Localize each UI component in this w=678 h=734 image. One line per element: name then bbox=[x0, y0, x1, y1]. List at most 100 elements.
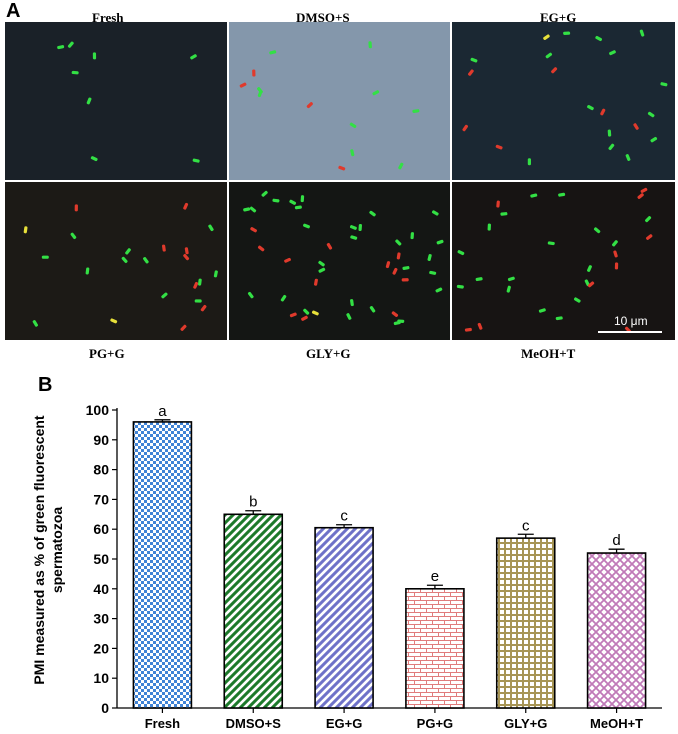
red-sperm-cell bbox=[314, 278, 318, 286]
green-sperm-cell bbox=[86, 97, 92, 105]
panel-title-eg-g: EG+G bbox=[540, 10, 577, 25]
panel-title-fresh: Fresh bbox=[92, 10, 124, 25]
green-sperm-cell bbox=[431, 210, 439, 216]
green-sperm-cell bbox=[269, 50, 277, 55]
green-sperm-cell bbox=[587, 105, 594, 111]
micrograph-dmso-s bbox=[229, 22, 450, 180]
significance-letter: c bbox=[522, 517, 530, 534]
red-sperm-cell bbox=[250, 227, 257, 233]
significance-letter: b bbox=[249, 494, 257, 511]
bar-chart: 0 10 20 30 40 50 60 70 80 90 100 PMI measured as % … bbox=[0, 380, 678, 731]
green-sperm-cell bbox=[247, 291, 254, 299]
green-sperm-cell bbox=[249, 206, 257, 213]
green-sperm-cell bbox=[194, 299, 202, 303]
red-sperm-cell bbox=[252, 69, 256, 77]
panel-b-letter: B bbox=[38, 374, 53, 396]
green-sperm-cell bbox=[660, 82, 668, 87]
green-sperm-cell bbox=[318, 267, 326, 273]
red-sperm-cell bbox=[637, 193, 644, 199]
red-sperm-cell bbox=[495, 144, 503, 150]
green-sperm-cell bbox=[625, 154, 631, 161]
y-tick-label: 40 bbox=[93, 581, 109, 597]
green-sperm-cell bbox=[639, 29, 645, 37]
y-tick-label: 50 bbox=[93, 551, 109, 567]
green-sperm-cell bbox=[563, 31, 571, 35]
green-sperm-cell bbox=[92, 52, 97, 60]
yellow-sperm-cell bbox=[311, 310, 319, 316]
red-sperm-cell bbox=[306, 102, 313, 109]
micrograph-background bbox=[229, 182, 450, 340]
bar-pg-g bbox=[405, 588, 465, 709]
green-sperm-cell bbox=[303, 223, 310, 229]
green-sperm-cell bbox=[57, 45, 65, 50]
red-sperm-cell bbox=[184, 247, 189, 255]
scale-bar bbox=[598, 331, 662, 333]
red-sperm-cell bbox=[600, 108, 606, 116]
green-sperm-cell bbox=[368, 41, 372, 49]
x-tick-label: EG+G bbox=[326, 716, 363, 729]
green-sperm-cell bbox=[213, 270, 218, 278]
red-sperm-cell bbox=[385, 261, 391, 269]
green-sperm-cell bbox=[289, 199, 297, 205]
y-tick-label: 30 bbox=[93, 611, 109, 627]
red-sperm-cell bbox=[239, 82, 247, 88]
significance-letter: a bbox=[158, 403, 167, 420]
micrograph-background bbox=[229, 22, 450, 180]
significance-letter: e bbox=[431, 568, 439, 585]
y-tick-label: 10 bbox=[93, 670, 109, 686]
y-tick-label: 100 bbox=[86, 402, 110, 418]
micrograph-background bbox=[452, 182, 675, 340]
green-sperm-cell bbox=[429, 270, 437, 275]
panel-a-letter: A bbox=[6, 0, 21, 22]
panel-title-dmso-s: DMSO+S bbox=[296, 10, 350, 25]
green-sperm-cell bbox=[456, 284, 464, 289]
green-sperm-cell bbox=[125, 248, 131, 255]
green-sperm-cell bbox=[90, 156, 98, 162]
green-sperm-cell bbox=[436, 239, 444, 245]
green-sperm-cell bbox=[350, 299, 354, 307]
green-sperm-cell bbox=[547, 241, 555, 246]
micrograph-pg-g bbox=[5, 182, 227, 340]
red-sperm-cell bbox=[183, 202, 189, 210]
x-tick-label: GLY+G bbox=[504, 716, 547, 729]
red-sperm-cell bbox=[477, 322, 483, 330]
green-sperm-cell bbox=[558, 192, 566, 197]
micrograph-background bbox=[5, 22, 227, 180]
red-sperm-cell bbox=[614, 262, 619, 270]
green-sperm-cell bbox=[41, 255, 49, 259]
green-sperm-cell bbox=[427, 254, 432, 262]
green-sperm-cell bbox=[303, 308, 310, 315]
red-sperm-cell bbox=[462, 124, 468, 132]
micrograph-background bbox=[452, 22, 675, 180]
green-sperm-cell bbox=[506, 285, 511, 293]
green-sperm-cell bbox=[67, 41, 74, 48]
green-sperm-cell bbox=[595, 35, 603, 42]
green-sperm-cell bbox=[71, 70, 79, 75]
green-sperm-cell bbox=[257, 90, 263, 98]
red-sperm-cell bbox=[640, 187, 648, 193]
red-sperm-cell bbox=[289, 312, 297, 318]
red-sperm-cell bbox=[396, 252, 401, 260]
yellow-sperm-cell bbox=[543, 34, 550, 40]
green-sperm-cell bbox=[475, 277, 483, 282]
green-sperm-cell bbox=[608, 143, 615, 151]
green-sperm-cell bbox=[470, 57, 478, 63]
red-sperm-cell bbox=[301, 315, 308, 321]
red-sperm-cell bbox=[200, 304, 207, 312]
green-sperm-cell bbox=[372, 90, 380, 96]
green-sperm-cell bbox=[527, 158, 531, 166]
green-sperm-cell bbox=[612, 240, 618, 247]
micrograph-eg-g bbox=[452, 22, 675, 180]
red-sperm-cell bbox=[468, 69, 474, 76]
bar-fresh bbox=[132, 421, 193, 709]
green-sperm-cell bbox=[545, 52, 553, 59]
green-sperm-cell bbox=[412, 109, 420, 113]
panel-title-gly-g: GLY+G bbox=[306, 346, 351, 361]
bar-dmso-s bbox=[223, 513, 284, 709]
green-sperm-cell bbox=[487, 223, 491, 231]
red-sperm-cell bbox=[193, 281, 199, 289]
y-axis-label: PMI measured as % of green fluorescent sp… bbox=[31, 415, 65, 685]
red-sperm-cell bbox=[338, 165, 346, 171]
red-sperm-cell bbox=[391, 311, 399, 317]
green-sperm-cell bbox=[190, 54, 197, 60]
